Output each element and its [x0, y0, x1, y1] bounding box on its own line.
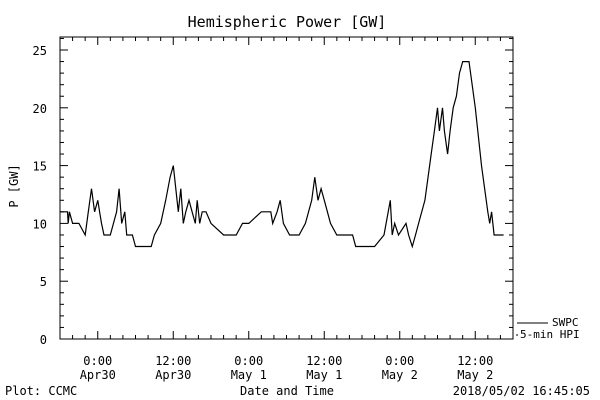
plot-frame — [59, 36, 514, 340]
x-tick-label-date: May 1 — [306, 368, 342, 382]
y-tick-label: 20 — [33, 102, 47, 116]
x-axis-label: Date and Time — [240, 384, 334, 398]
x-tick-label-time: 12:00 — [457, 354, 493, 368]
x-tick-label-time: 12:00 — [306, 354, 342, 368]
chart-title: Hemispheric Power [GW] — [188, 13, 387, 31]
legend-hpi-label: 5-min HPI — [520, 328, 580, 341]
x-tick-label-date: May 1 — [231, 368, 267, 382]
y-tick-label: 25 — [33, 44, 47, 58]
y-tick-label: 10 — [33, 217, 47, 231]
y-tick-label: 15 — [33, 160, 47, 174]
x-tick-label-time: 0:00 — [83, 354, 112, 368]
y-axis-label: P [GW] — [7, 164, 21, 207]
x-tick-label-time: 12:00 — [155, 354, 191, 368]
x-tick-label-time: 0:00 — [234, 354, 263, 368]
x-tick-label-date: Apr30 — [155, 368, 191, 382]
series-line-swpc — [60, 61, 504, 249]
y-axis-ticks: 0 5 10 15 20 25 — [33, 37, 513, 347]
legend-swpc-label: SWPC — [552, 316, 579, 329]
series-group — [60, 61, 504, 249]
footer-timestamp: 2018/05/02 16:45:05 — [453, 384, 590, 398]
y-tick-label: 5 — [40, 275, 47, 289]
x-tick-label-date: May 2 — [457, 368, 493, 382]
x-tick-label-date: May 2 — [382, 368, 418, 382]
footer-plot-credit: Plot: CCMC — [5, 384, 77, 398]
y-tick-label: 0 — [40, 333, 47, 347]
x-tick-label-date: Apr30 — [80, 368, 116, 382]
x-tick-label-time: 0:00 — [385, 354, 414, 368]
